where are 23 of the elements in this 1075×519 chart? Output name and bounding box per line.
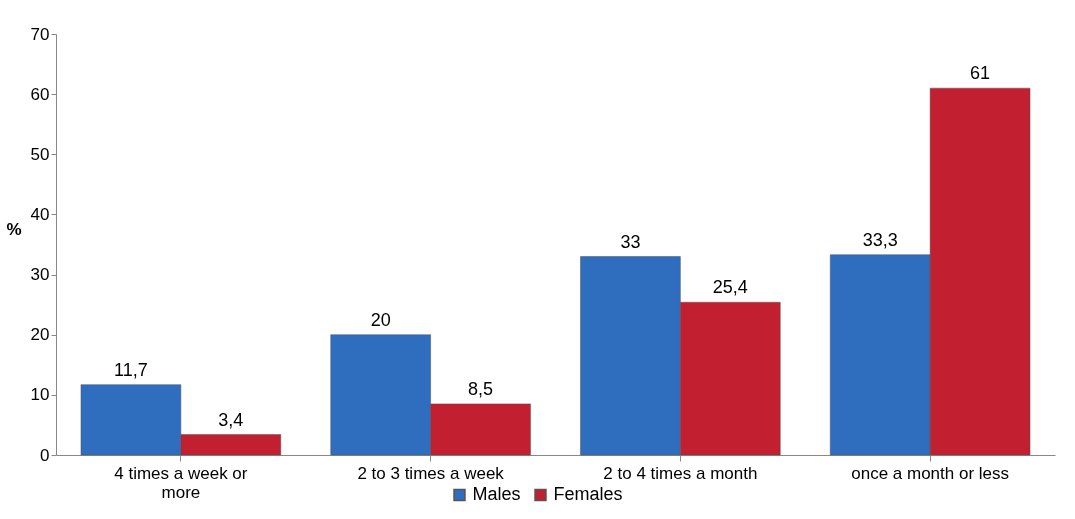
y-tick-label: 10 — [30, 385, 50, 405]
y-axis-title: % — [6, 219, 22, 239]
x-tick-label: once a month or less — [851, 463, 1010, 483]
y-tick-label: 50 — [30, 144, 50, 164]
legend-label: Females — [553, 484, 623, 504]
y-tick-label: 20 — [30, 325, 50, 345]
y-tick-label: 40 — [30, 204, 50, 224]
data-label: 33 — [620, 231, 641, 252]
data-label: 11,7 — [114, 359, 148, 380]
data-label: 3,4 — [218, 409, 244, 430]
y-tick-label: 0 — [40, 445, 50, 465]
y-tick-label: 30 — [30, 265, 50, 285]
data-label: 25,4 — [712, 277, 748, 298]
legend-label: Males — [472, 484, 521, 504]
x-tick-label: 2 to 4 times a month — [603, 463, 758, 483]
data-label: 8,5 — [468, 378, 494, 399]
data-label: 20 — [370, 309, 391, 330]
data-label: 61 — [970, 63, 991, 84]
y-tick-label: 60 — [30, 84, 50, 104]
x-tick-label: 4 times a week or more — [114, 463, 248, 502]
y-tick-label: 70 — [30, 24, 50, 44]
x-tick-label: 2 to 3 times a week — [357, 463, 505, 483]
data-label: 33,3 — [862, 229, 898, 250]
